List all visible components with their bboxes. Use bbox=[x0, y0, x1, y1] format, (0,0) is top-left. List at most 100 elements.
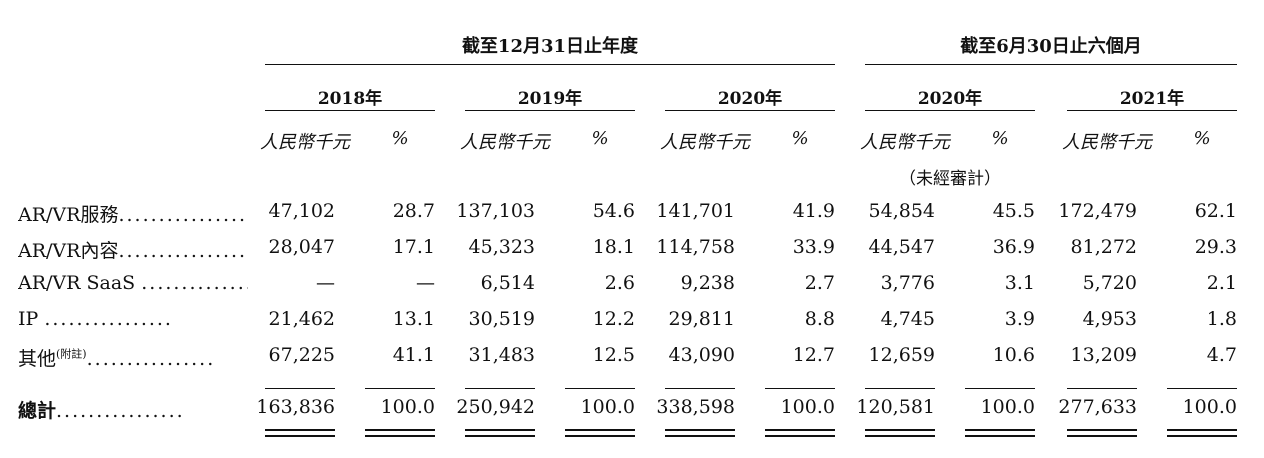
table-cell: 54,854 bbox=[868, 200, 935, 222]
table-cell: 114,758 bbox=[656, 236, 735, 258]
total-double-rule-7 bbox=[865, 429, 935, 437]
table-cell: 67,225 bbox=[268, 344, 335, 366]
year-header-2018: 2018年 bbox=[317, 89, 383, 109]
total-row-label: 總計................ bbox=[18, 396, 248, 423]
table-cell: 141,701 bbox=[656, 200, 735, 222]
unit-pct-2020: % bbox=[791, 128, 809, 149]
row-label-leader-dots: ................ bbox=[118, 240, 248, 262]
total-double-rule-8 bbox=[965, 429, 1035, 437]
table-cell: 12,659 bbox=[868, 344, 935, 366]
total-double-rule-10 bbox=[1167, 429, 1237, 437]
table-cell: 81,272 bbox=[1070, 236, 1137, 258]
table-cell: 62.1 bbox=[1194, 200, 1237, 222]
total-top-rule-7 bbox=[865, 388, 935, 389]
table-cell: 45,323 bbox=[468, 236, 535, 258]
table-cell: 45.5 bbox=[992, 200, 1035, 222]
unit-pct-2021-six: % bbox=[1193, 128, 1211, 149]
total-double-rule-2 bbox=[365, 429, 435, 437]
row-label-text: AR/VR SaaS bbox=[18, 272, 142, 294]
table-cell: — bbox=[316, 272, 335, 294]
total-double-rule-3 bbox=[465, 429, 535, 437]
unit-rmb-2019: 人民幣千元 bbox=[460, 132, 550, 153]
row-label: AR/VR內容................ bbox=[18, 236, 248, 263]
table-cell: — bbox=[416, 272, 435, 294]
table-cell: 47,102 bbox=[268, 200, 335, 222]
total-cell: 163,836 bbox=[256, 396, 335, 418]
table-cell: 4,953 bbox=[1082, 308, 1137, 330]
table-cell: 13.1 bbox=[392, 308, 435, 330]
total-cell: 100.0 bbox=[380, 396, 435, 418]
total-top-rule-1 bbox=[265, 388, 335, 389]
table-cell: 6,514 bbox=[480, 272, 535, 294]
table-cell: 1.8 bbox=[1206, 308, 1237, 330]
total-double-rule-6 bbox=[765, 429, 835, 437]
row-label-text: IP bbox=[18, 308, 45, 330]
row-label: IP ................ bbox=[18, 308, 248, 330]
table-cell: 18.1 bbox=[592, 236, 635, 258]
year-rule-2020-six bbox=[865, 110, 1035, 111]
total-top-rule-10 bbox=[1167, 388, 1237, 389]
total-cell: 100.0 bbox=[1182, 396, 1237, 418]
unit-rmb-2020-six: 人民幣千元 bbox=[860, 132, 950, 153]
row-label-leader-dots: ................ bbox=[141, 272, 248, 294]
table-cell: 29,811 bbox=[668, 308, 735, 330]
unit-rmb-2021-six: 人民幣千元 bbox=[1062, 132, 1152, 153]
row-label-note: (附註) bbox=[56, 347, 87, 361]
year-rule-2018 bbox=[265, 110, 435, 111]
total-top-rule-4 bbox=[565, 388, 635, 389]
table-cell: 2.6 bbox=[604, 272, 635, 294]
table-cell: 3.9 bbox=[1004, 308, 1035, 330]
row-label: AR/VR SaaS ................ bbox=[18, 272, 248, 294]
table-cell: 9,238 bbox=[680, 272, 735, 294]
year-header-2019: 2019年 bbox=[517, 89, 583, 109]
year-header-2020-six: 2020年 bbox=[917, 89, 983, 109]
table-cell: 44,547 bbox=[868, 236, 935, 258]
total-label-text: 總計 bbox=[18, 400, 57, 422]
unit-rmb-2020: 人民幣千元 bbox=[660, 132, 750, 153]
total-cell: 100.0 bbox=[980, 396, 1035, 418]
table-cell: 31,483 bbox=[468, 344, 535, 366]
total-top-rule-6 bbox=[765, 388, 835, 389]
unit-pct-2019: % bbox=[591, 128, 609, 149]
total-leader-dots: ................ bbox=[56, 400, 185, 422]
year-rule-2019 bbox=[465, 110, 635, 111]
total-cell: 338,598 bbox=[656, 396, 735, 418]
row-label: AR/VR服務................ bbox=[18, 200, 248, 227]
table-cell: 30,519 bbox=[468, 308, 535, 330]
table-cell: 41.1 bbox=[392, 344, 435, 366]
unaudited-note: （未經審計） bbox=[899, 169, 1001, 189]
total-cell: 250,942 bbox=[456, 396, 535, 418]
table-cell: 41.9 bbox=[792, 200, 835, 222]
row-label-leader-dots: ................ bbox=[86, 348, 216, 370]
row-label: 其他(附註)................ bbox=[18, 344, 248, 371]
row-label-text: AR/VR內容 bbox=[18, 240, 119, 262]
table-cell: 12.7 bbox=[792, 344, 835, 366]
total-top-rule-8 bbox=[965, 388, 1035, 389]
table-cell: 29.3 bbox=[1194, 236, 1237, 258]
row-label-leader-dots: ................ bbox=[44, 308, 173, 330]
total-top-rule-9 bbox=[1067, 388, 1137, 389]
table-cell: 2.7 bbox=[804, 272, 835, 294]
row-label-text: 其他 bbox=[18, 348, 57, 370]
table-cell: 3,776 bbox=[880, 272, 935, 294]
total-top-rule-5 bbox=[665, 388, 735, 389]
table-cell: 137,103 bbox=[456, 200, 535, 222]
table-cell: 54.6 bbox=[592, 200, 635, 222]
unit-rmb-2018: 人民幣千元 bbox=[260, 132, 350, 153]
table-cell: 43,090 bbox=[668, 344, 735, 366]
table-cell: 28,047 bbox=[268, 236, 335, 258]
table-cell: 21,462 bbox=[268, 308, 335, 330]
table-cell: 12.5 bbox=[592, 344, 635, 366]
table-cell: 33.9 bbox=[792, 236, 835, 258]
total-cell: 100.0 bbox=[580, 396, 635, 418]
year-header-2020: 2020年 bbox=[717, 89, 783, 109]
row-label-leader-dots: ................ bbox=[118, 204, 248, 226]
total-cell: 100.0 bbox=[780, 396, 835, 418]
total-top-rule-3 bbox=[465, 388, 535, 389]
table-cell: 8.8 bbox=[804, 308, 835, 330]
table-cell: 13,209 bbox=[1070, 344, 1137, 366]
group-rule-year-ended bbox=[265, 64, 835, 65]
table-cell: 28.7 bbox=[392, 200, 435, 222]
table-cell: 4,745 bbox=[880, 308, 935, 330]
group-rule-six-months bbox=[865, 64, 1237, 65]
